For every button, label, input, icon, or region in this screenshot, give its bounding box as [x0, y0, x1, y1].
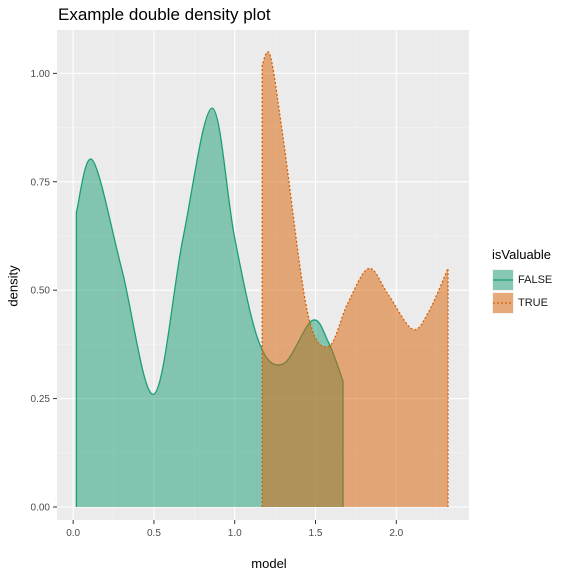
legend-key-false — [492, 268, 514, 291]
legend-item-true: TRUE — [492, 291, 552, 314]
legend: isValuable FALSE TRUE — [492, 247, 552, 314]
x-tick-label: 2.0 — [389, 528, 403, 539]
x-tick-label: 1.5 — [309, 528, 323, 539]
legend-item-false: FALSE — [492, 268, 552, 291]
x-tick-label: 0.0 — [66, 528, 80, 539]
density-areas — [75, 51, 449, 508]
y-tick-label: 0.25 — [31, 394, 51, 405]
x-tick-label: 1.0 — [228, 528, 242, 539]
y-tick-label: 0.00 — [31, 502, 51, 513]
y-tick-label: 0.50 — [31, 286, 51, 297]
legend-label-true: TRUE — [518, 296, 548, 309]
chart-title: Example double density plot — [58, 5, 271, 24]
y-tick-label: 1.00 — [31, 69, 51, 80]
y-axis-label: density — [5, 265, 21, 307]
axis-ticks: 0.0 0.5 1.0 1.5 2.0 0.00 0.25 0.50 0.75 1.00 — [31, 69, 404, 539]
legend-key-true — [492, 291, 514, 314]
legend-title: isValuable — [492, 247, 552, 262]
legend-label-false: FALSE — [518, 273, 553, 286]
density-line-true — [261, 51, 449, 507]
y-tick-label: 0.75 — [31, 177, 51, 188]
x-axis-label: model — [251, 556, 287, 571]
area-true — [262, 51, 448, 508]
x-tick-label: 0.5 — [147, 528, 161, 539]
